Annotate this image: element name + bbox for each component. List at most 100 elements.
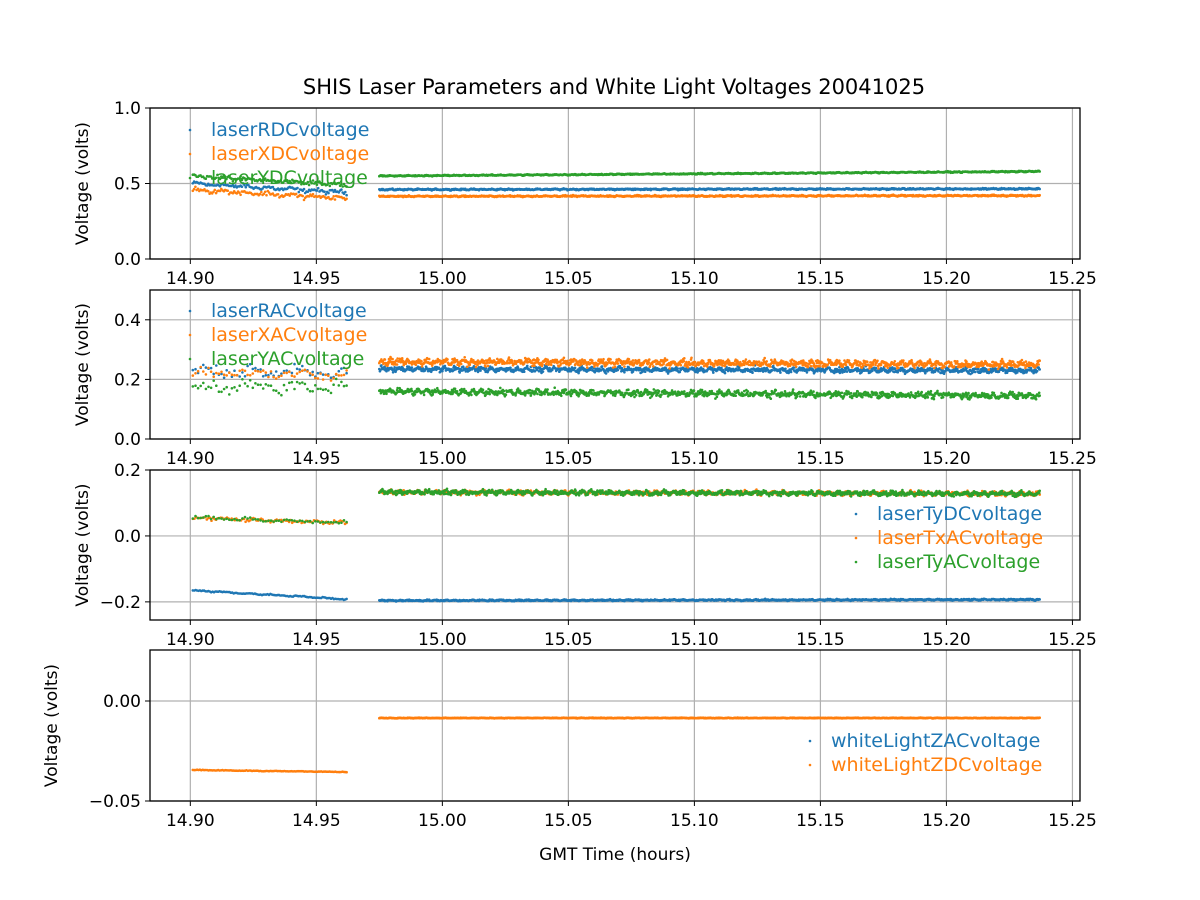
data-point	[340, 188, 343, 191]
x-tick-label: 15.15	[796, 449, 845, 469]
data-point	[604, 372, 608, 375]
data-point	[238, 375, 241, 378]
data-point	[345, 197, 348, 201]
x-tick-label: 15.10	[670, 449, 719, 469]
x-tick-label: 15.05	[544, 269, 593, 289]
data-point	[331, 188, 334, 192]
data-point	[241, 371, 244, 374]
data-point	[231, 183, 235, 187]
data-point	[240, 185, 244, 188]
data-point	[1038, 193, 1041, 197]
data-point	[234, 184, 237, 187]
subplot-1: 14.90 14.95 15.00 15.05 15.10 15.15 15.20 15.25…	[73, 99, 1097, 289]
y-tick-label: 0.2	[114, 370, 141, 390]
data-point	[302, 187, 306, 191]
x-tick-label: 15.10	[670, 269, 719, 289]
data-point	[509, 366, 512, 370]
x-tick-label: 15.20	[922, 449, 971, 469]
data-point	[526, 364, 529, 368]
data-point	[329, 376, 333, 380]
data-point	[263, 190, 267, 194]
data-point	[306, 190, 310, 194]
x-tick-label: 14.90	[166, 449, 215, 469]
data-point	[573, 366, 577, 370]
data-point	[331, 197, 334, 200]
data-point	[344, 190, 347, 194]
data-point	[243, 183, 246, 187]
data-point	[321, 373, 325, 376]
x-axis-label: GMT Time (hours)	[539, 845, 691, 865]
data-point	[191, 368, 195, 372]
x-tick-label: 15.05	[544, 449, 593, 469]
data-point	[264, 374, 268, 377]
data-point	[194, 185, 197, 189]
y-tick-label: 1.0	[114, 99, 141, 119]
data-point	[296, 186, 299, 190]
x-tick-label: 14.95	[292, 269, 341, 289]
data-point	[261, 375, 265, 378]
data-point	[294, 192, 298, 196]
data-point	[479, 369, 482, 372]
data-point	[345, 193, 348, 197]
data-point	[276, 193, 280, 196]
x-tick-label: 15.25	[1048, 269, 1097, 289]
data-point	[212, 372, 215, 376]
data-point	[244, 185, 248, 189]
data-point	[345, 371, 348, 375]
y-tick-label: 0.0	[114, 250, 141, 270]
series-laserRDCvoltage	[191, 180, 1041, 197]
legend: laserRDCvoltagelaserXDCvoltagelaserYDCvo…	[188, 119, 369, 189]
data-point	[623, 371, 626, 374]
data-point	[616, 368, 620, 372]
data-point	[226, 189, 229, 192]
data-point	[337, 191, 341, 194]
y-tick-label: 0.5	[114, 175, 141, 195]
data-point	[239, 193, 242, 197]
legend-marker	[188, 176, 192, 180]
data-point	[600, 365, 604, 368]
chart-title: SHIS Laser Parameters and White Light Vo…	[303, 75, 925, 99]
data-point	[1038, 187, 1041, 191]
x-tick-label: 14.95	[292, 449, 341, 469]
data-point	[243, 375, 247, 378]
data-point	[204, 366, 208, 369]
data-point	[194, 367, 197, 371]
y-tick-label: 0.0	[114, 430, 141, 450]
data-point	[323, 190, 326, 193]
data-point	[332, 195, 336, 198]
data-point	[260, 190, 263, 194]
y-tick-label: 0.4	[114, 311, 141, 331]
data-point	[631, 370, 635, 373]
data-point	[316, 186, 320, 190]
data-point	[265, 193, 268, 197]
data-point	[676, 367, 679, 370]
legend-marker	[188, 128, 192, 132]
legend-label: laserXDCvoltage	[211, 143, 369, 165]
data-point	[315, 189, 319, 192]
x-tick-label: 15.20	[922, 269, 971, 289]
x-tick-label: 15.00	[418, 269, 467, 289]
data-point	[196, 187, 200, 191]
y-axis-label: Voltage (volts)	[73, 303, 93, 426]
legend-label: laserYDCvoltage	[211, 167, 368, 189]
data-point	[297, 190, 301, 194]
subplot-2: 14.90 14.95 15.00 15.05 15.10 15.15 15.20 15.25…	[73, 289, 1097, 469]
data-point	[316, 371, 320, 375]
x-tick-label: 15.00	[418, 449, 467, 469]
data-point	[410, 366, 414, 369]
data-point	[522, 370, 526, 374]
data-point	[271, 185, 275, 189]
data-point	[643, 370, 647, 374]
data-point	[218, 184, 222, 188]
data-point	[541, 370, 545, 373]
data-point	[337, 369, 341, 373]
data-point	[333, 198, 337, 201]
x-tick-label: 14.90	[166, 269, 215, 289]
data-point	[324, 193, 328, 196]
data-point	[327, 191, 330, 195]
data-point	[192, 187, 196, 191]
data-point	[290, 371, 294, 375]
legend-label: laserRDCvoltage	[211, 119, 369, 141]
legend-marker	[188, 152, 192, 156]
